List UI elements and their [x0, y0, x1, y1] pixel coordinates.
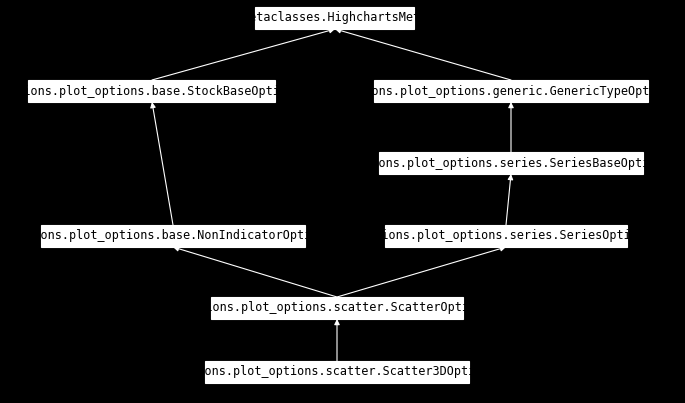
- FancyBboxPatch shape: [374, 80, 648, 102]
- Text: options.plot_options.series.SeriesOptions: options.plot_options.series.SeriesOption…: [360, 229, 652, 243]
- FancyBboxPatch shape: [379, 152, 643, 174]
- FancyBboxPatch shape: [256, 7, 414, 29]
- Text: options.plot_options.scatter.Scatter3DOptions: options.plot_options.scatter.Scatter3DOp…: [177, 366, 497, 378]
- Text: options.plot_options.generic.GenericTypeOptions: options.plot_options.generic.GenericType…: [344, 85, 678, 98]
- Text: options.plot_options.series.SeriesBaseOptions: options.plot_options.series.SeriesBaseOp…: [351, 156, 671, 170]
- Text: options.plot_options.base.NonIndicatorOptions: options.plot_options.base.NonIndicatorOp…: [13, 229, 334, 243]
- Text: options.plot_options.scatter.ScatterOptions: options.plot_options.scatter.ScatterOpti…: [184, 301, 490, 314]
- FancyBboxPatch shape: [206, 361, 469, 383]
- Text: options.plot_options.base.StockBaseOptions: options.plot_options.base.StockBaseOptio…: [2, 85, 301, 98]
- Text: metaclasses.HighchartsMeta: metaclasses.HighchartsMeta: [242, 12, 427, 25]
- FancyBboxPatch shape: [385, 225, 627, 247]
- FancyBboxPatch shape: [41, 225, 305, 247]
- FancyBboxPatch shape: [211, 297, 463, 319]
- FancyBboxPatch shape: [29, 80, 275, 102]
